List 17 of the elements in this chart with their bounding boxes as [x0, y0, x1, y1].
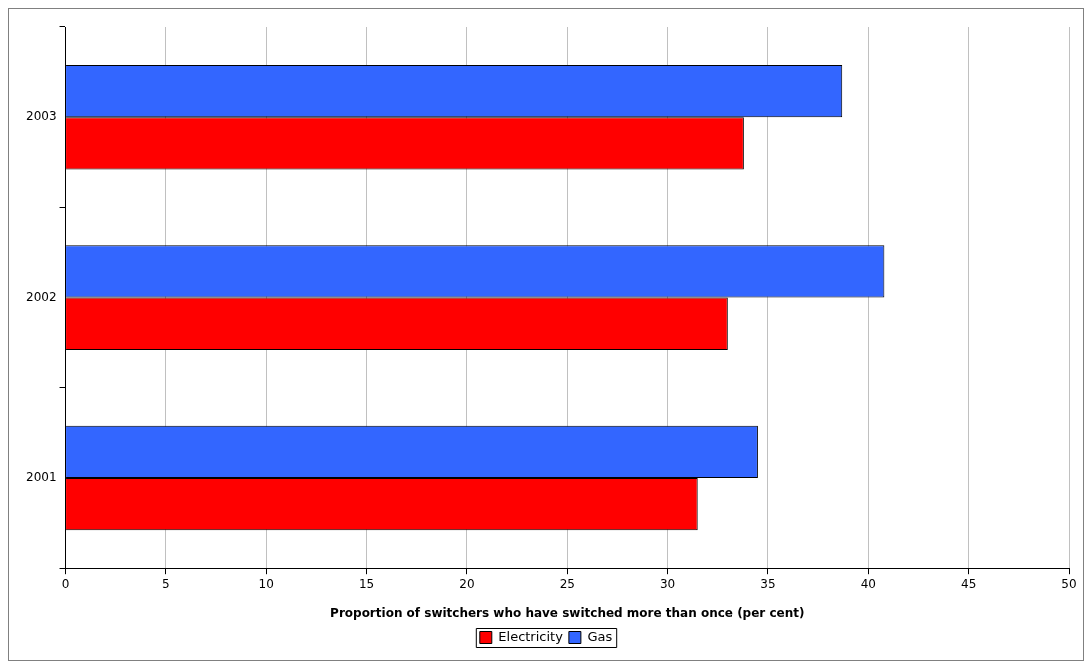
legend-label: Gas — [587, 628, 613, 644]
x-tick-label: 35 — [760, 576, 776, 591]
y-tick-label: 2002 — [25, 289, 57, 304]
x-tick-label: 5 — [162, 576, 170, 591]
x-axis-title: Proportion of switchers who have switched more than once (per cent) — [330, 605, 805, 620]
y-tick-label: 2001 — [25, 470, 57, 485]
x-tick-label: 10 — [258, 576, 274, 591]
x-tick-label: 50 — [1061, 576, 1077, 591]
x-tick-label: 15 — [358, 576, 375, 591]
x-tick-label: 0 — [61, 576, 70, 591]
y-tick-label: 2003 — [25, 109, 57, 124]
x-tick-label: 45 — [961, 576, 977, 591]
x-tick-label: 40 — [860, 576, 876, 591]
x-tick-label: 30 — [659, 576, 676, 591]
x-tick-label: 20 — [459, 576, 475, 591]
x-tick-label: 25 — [559, 576, 575, 591]
legend-label: Electricity — [498, 628, 564, 644]
